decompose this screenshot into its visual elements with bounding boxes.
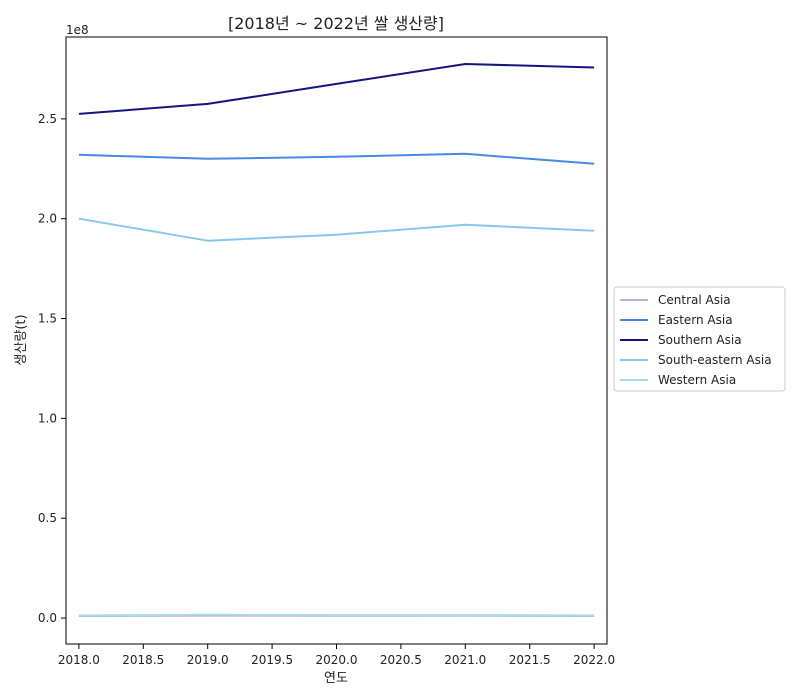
legend-label: Western Asia: [658, 373, 736, 387]
legend-label: South-eastern Asia: [658, 353, 772, 367]
y-offset-label: 1e8: [66, 23, 89, 37]
y-tick-label: 1.0: [38, 411, 57, 425]
y-tick-label: 1.5: [38, 312, 57, 326]
series-line-southern-asia: [78, 63, 595, 115]
series-line-western-asia: [78, 613, 595, 617]
x-tick-label: 2019.5: [251, 653, 293, 667]
legend-label: Central Asia: [658, 293, 731, 307]
legend-frame: [613, 286, 786, 392]
x-axis-label: 연도: [324, 671, 348, 686]
y-tick-label: 0.5: [38, 511, 57, 525]
legend-label: Southern Asia: [658, 333, 742, 347]
plot-frame: [65, 36, 608, 645]
y-tick-label: 2.5: [38, 112, 57, 126]
x-tick-label: 2022.0: [573, 653, 615, 667]
y-axis: 0.0 0.5 1.0 1.5 2.0 2.5: [38, 112, 66, 625]
x-tick-label: 2018.0: [58, 653, 100, 667]
y-tick-label: 2.0: [38, 212, 57, 226]
x-tick-label: 2020.0: [316, 653, 358, 667]
y-axis-label: 생산량(t): [14, 314, 29, 365]
legend-label: Eastern Asia: [658, 313, 733, 327]
x-tick-label: 2019.0: [187, 653, 229, 667]
x-tick-label: 2020.5: [380, 653, 422, 667]
series-line-eastern-asia: [78, 152, 595, 165]
chart-title: [2018년 ~ 2022년 쌀 생산량]: [228, 14, 444, 33]
y-tick-label: 0.0: [38, 611, 57, 625]
legend: Central Asia Eastern Asia Southern Asia Sou…: [613, 286, 786, 392]
x-tick-label: 2021.5: [509, 653, 551, 667]
x-tick-label: 2021.0: [444, 653, 486, 667]
plot-lines: [78, 63, 595, 617]
series-line-south-eastern-asia: [78, 217, 595, 242]
x-axis: 2018.0 2018.5 2019.0 2019.5 2020.0 2020.5 2021…: [58, 644, 615, 667]
x-tick-label: 2018.5: [122, 653, 164, 667]
